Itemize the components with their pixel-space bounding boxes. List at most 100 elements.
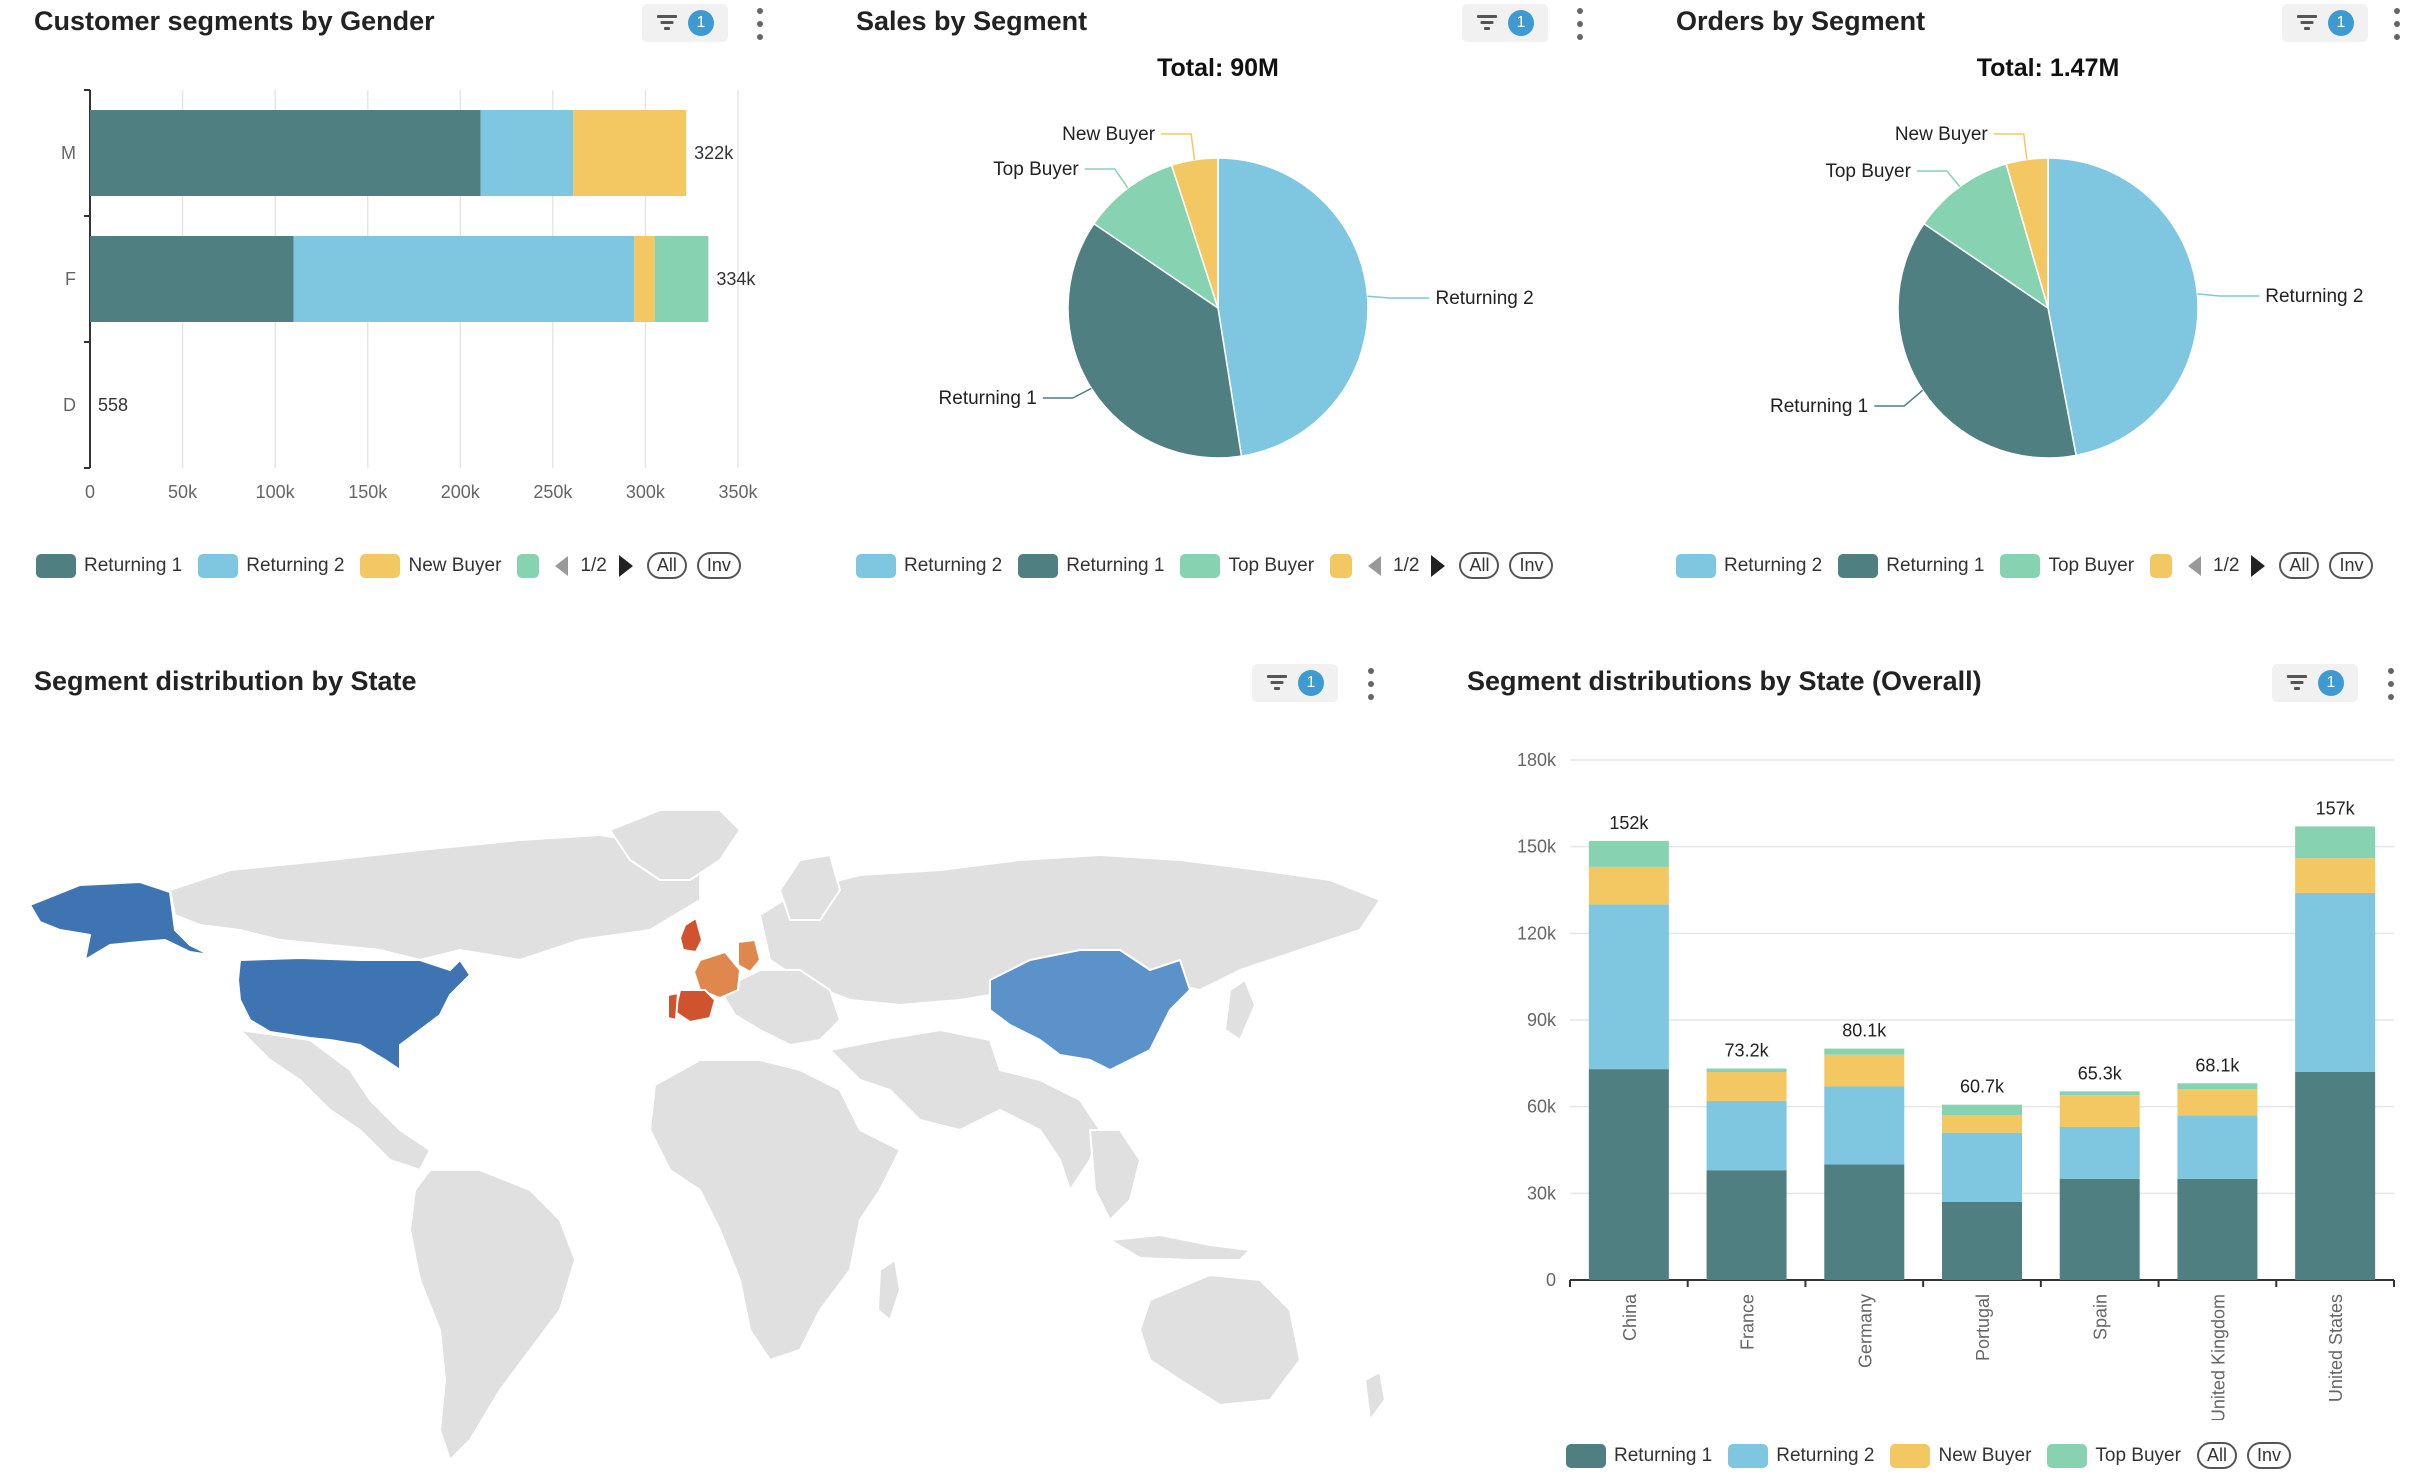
legend-item-returning-1[interactable]: Returning 1: [36, 553, 182, 578]
filter-button[interactable]: 1: [2282, 4, 2368, 42]
select-all-button[interactable]: All: [646, 552, 687, 579]
pie-slice: [2047, 157, 2199, 457]
select-all-button[interactable]: All: [2279, 552, 2320, 579]
legend-swatch: [36, 553, 76, 578]
bar-segment: [2177, 1115, 2258, 1179]
filter-count-badge: 1: [2318, 670, 2344, 696]
filter-icon: [1476, 15, 1498, 31]
region-france: [692, 950, 742, 1000]
pie-total-label: Total: 90M: [1157, 54, 1279, 82]
pie-leader-line: [1042, 387, 1092, 399]
filter-button[interactable]: 1: [1252, 664, 1338, 702]
next-page-icon[interactable]: [1431, 554, 1446, 577]
region-china: [989, 949, 1192, 1072]
bar-segment: [634, 236, 655, 322]
pie-slice-label: New Buyer: [1062, 124, 1156, 145]
legend-pager: 1/2: [1368, 554, 1446, 577]
x-tick-label: 100k: [256, 482, 296, 502]
filter-count-badge: 1: [1508, 10, 1534, 36]
legend-swatch: [360, 553, 401, 578]
pie-leader-line: [1161, 133, 1196, 160]
invert-selection-button[interactable]: Inv: [696, 552, 741, 579]
legend-item-returning-2[interactable]: Returning 2: [198, 553, 344, 578]
legend-item-returning-2[interactable]: Returning 2: [856, 553, 1002, 578]
pie-leader-line: [1916, 170, 1961, 188]
bar-segment: [1588, 866, 1669, 905]
prev-page-icon[interactable]: [2188, 555, 2202, 576]
state-stacked-bar-chart: 0 30k 60k 90k 120k 150k 180k 152k China 73.2k Fran…: [1517, 750, 2395, 1420]
next-page-icon[interactable]: [618, 554, 633, 577]
legend-label: Returning 1: [1066, 554, 1165, 576]
legend-label: New Buyer: [1938, 1444, 2032, 1466]
invert-selection-button[interactable]: Inv: [2246, 1442, 2291, 1469]
panel-title: Segment distribution by State: [34, 666, 417, 696]
filter-count-badge: 1: [688, 10, 714, 36]
bar-total-label: 60.7k: [1960, 1077, 2005, 1097]
region-united-states: [236, 956, 472, 1072]
legend-swatch-new-buyer[interactable]: [1330, 553, 1353, 578]
bar-segment: [654, 236, 709, 322]
legend-swatch-top-buyer[interactable]: [517, 553, 540, 578]
next-page-icon[interactable]: [2251, 554, 2266, 577]
y-tick-label: F: [65, 269, 76, 289]
bar-segment: [1824, 1054, 1905, 1087]
legend-item-returning-2[interactable]: Returning 2: [1728, 1443, 1874, 1468]
filter-icon: [2286, 675, 2308, 691]
legend-item-returning-1[interactable]: Returning 1: [1018, 553, 1165, 578]
page-indicator: 1/2: [2213, 554, 2240, 576]
more-options-icon[interactable]: [2386, 668, 2396, 700]
more-options-icon[interactable]: [1366, 668, 1376, 700]
invert-selection-button[interactable]: Inv: [2329, 552, 2374, 579]
x-tick-label: 350k: [718, 482, 758, 502]
page-indicator: 1/2: [580, 554, 607, 576]
panel-title: Segment distributions by State (Overall): [1467, 666, 1982, 696]
legend-item-new-buyer[interactable]: New Buyer: [1890, 1443, 2032, 1468]
bar-segment: [2177, 1178, 2258, 1280]
legend-item-top-buyer[interactable]: Top Buyer: [2000, 553, 2135, 578]
filter-button[interactable]: 1: [1462, 4, 1548, 42]
x-tick-label: 200k: [441, 482, 481, 502]
legend-item-returning-2[interactable]: Returning 2: [1676, 553, 1822, 578]
legend-swatch: [1018, 553, 1059, 578]
bar-total-label: 334k: [716, 269, 756, 289]
bar-segment: [1588, 1069, 1669, 1280]
legend-swatch-new-buyer[interactable]: [2150, 553, 2173, 578]
pie-leader-line: [1084, 168, 1129, 189]
bar-segment: [2295, 892, 2376, 1072]
prev-page-icon[interactable]: [1368, 555, 1382, 576]
bar-segment: [1942, 1202, 2022, 1280]
more-options-icon[interactable]: [755, 8, 765, 40]
select-all-button[interactable]: All: [2196, 1442, 2237, 1469]
panel-stack: Segment distributions by State (Overall)…: [1440, 660, 2414, 1484]
panel-title: Sales by Segment: [856, 6, 1088, 36]
legend-item-top-buyer[interactable]: Top Buyer: [1180, 553, 1315, 578]
legend-label: Top Buyer: [1228, 554, 1315, 576]
select-all-button[interactable]: All: [1459, 552, 1500, 579]
bar-segment: [2059, 1091, 2140, 1096]
prev-page-icon[interactable]: [555, 555, 569, 576]
panel-gender: Customer segments by Gender 1 0 50k 100k 15…: [0, 0, 820, 600]
invert-selection-button[interactable]: Inv: [1509, 552, 1554, 579]
pie-total-label: Total: 1.47M: [1977, 54, 2120, 82]
legend-item-returning-1[interactable]: Returning 1: [1838, 553, 1984, 578]
bar-segment: [293, 236, 635, 322]
filter-button[interactable]: 1: [642, 4, 728, 42]
bar-segment: [2059, 1178, 2140, 1280]
legend-item-new-buyer[interactable]: New Buyer: [360, 553, 501, 578]
x-tick-label: France: [1738, 1294, 1758, 1350]
more-options-icon[interactable]: [1575, 8, 1585, 40]
legend-pager: 1/2: [2188, 554, 2266, 577]
x-tick-label: 0: [85, 482, 95, 502]
bar-total-label: 73.2k: [1725, 1041, 1770, 1061]
region-portugal: [667, 991, 680, 1022]
legend-item-returning-1[interactable]: Returning 1: [1566, 1443, 1712, 1468]
bar-segment: [1588, 904, 1669, 1070]
legend-item-top-buyer[interactable]: Top Buyer: [2047, 1443, 2181, 1468]
more-options-icon[interactable]: [2392, 8, 2402, 40]
sales-pie-chart: Total: 90M Returning 2 Returning 1 Top Buye…: [939, 54, 1534, 459]
legend-swatch: [1838, 553, 1879, 578]
legend-label: Top Buyer: [2048, 554, 2135, 576]
filter-button[interactable]: 1: [2272, 664, 2358, 702]
y-tick-label: 60k: [1527, 1097, 1557, 1117]
pie-leader-line: [1874, 389, 1924, 407]
